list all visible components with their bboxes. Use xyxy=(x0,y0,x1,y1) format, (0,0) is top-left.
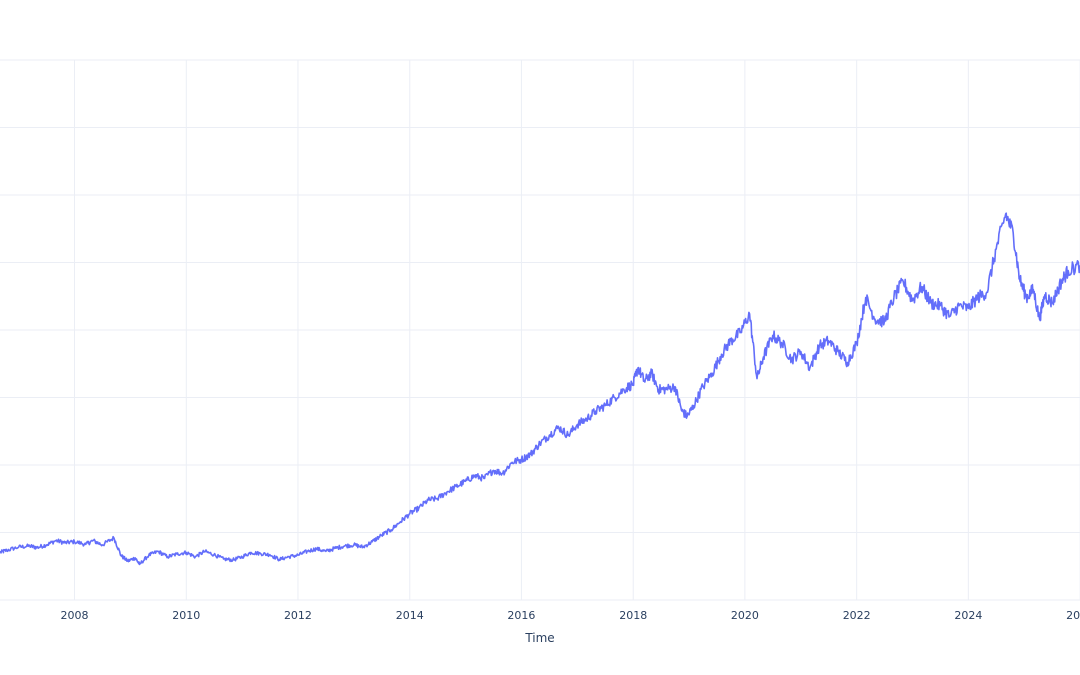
x-tick-label: 2026 xyxy=(1066,609,1080,622)
x-axis-title: Time xyxy=(524,631,554,645)
x-tick-label: 2018 xyxy=(619,609,647,622)
x-tick-label: 2022 xyxy=(843,609,871,622)
x-tick-label: 2020 xyxy=(731,609,759,622)
x-tick-label: 2008 xyxy=(60,609,88,622)
x-tick-label: 2024 xyxy=(954,609,982,622)
y-gridlines xyxy=(0,59,1080,601)
x-tick-label: 2014 xyxy=(396,609,424,622)
x-tick-labels: 2008 2010 2012 2014 2016 2018 2020 2022 2024 2026 xyxy=(60,609,1080,622)
x-tick-label: 2010 xyxy=(172,609,200,622)
x-tick-label: 2016 xyxy=(507,609,535,622)
series-layer xyxy=(0,212,1080,566)
x-gridlines xyxy=(73,60,1080,600)
x-tick-label: 2012 xyxy=(284,609,312,622)
series-line-0 xyxy=(0,212,1080,566)
